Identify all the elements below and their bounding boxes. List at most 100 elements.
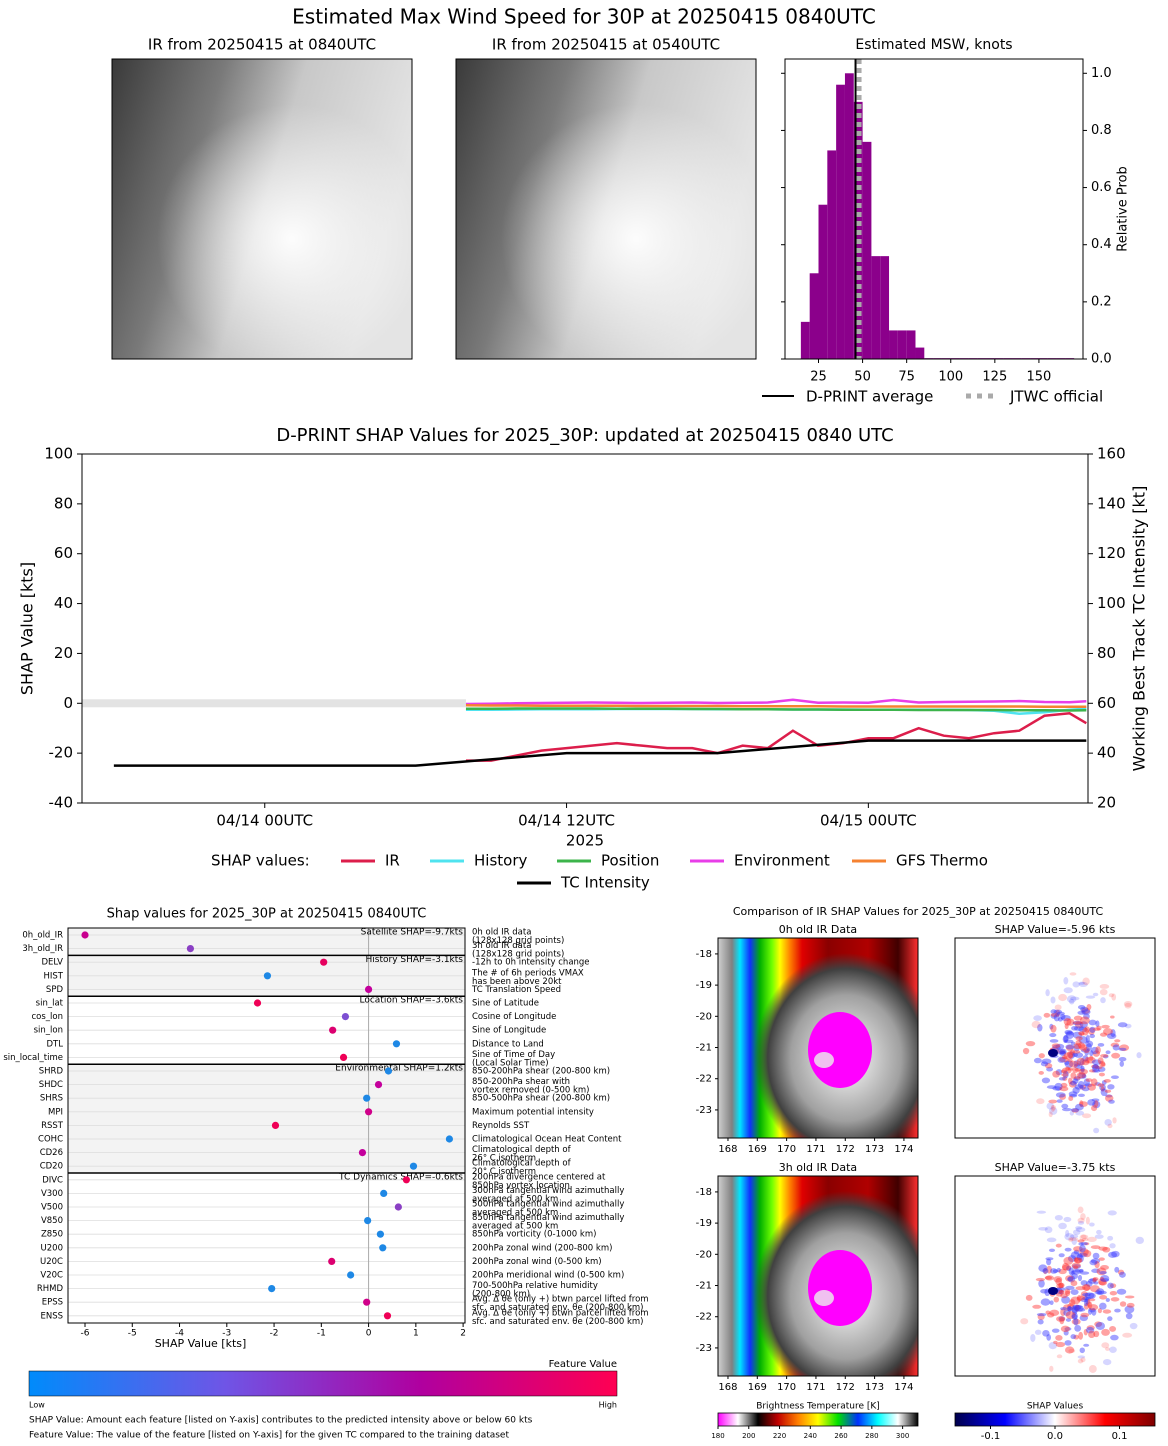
feature-name: RHMD xyxy=(37,1284,64,1294)
shap-map-blob xyxy=(1101,1328,1110,1336)
x-tick-label: 170 xyxy=(777,1382,796,1393)
shap-map-blob xyxy=(1053,1013,1060,1022)
shap-map-blob xyxy=(1065,1044,1075,1050)
shap-map-blob xyxy=(1112,1117,1117,1124)
x-tick-label: 04/15 00UTC xyxy=(820,812,917,830)
histogram-bar xyxy=(880,256,890,359)
shap-map-blob xyxy=(1098,1072,1105,1077)
shap-map-blob xyxy=(1073,1060,1082,1067)
shap-map-blob xyxy=(1070,1251,1080,1260)
shap-map-blob xyxy=(1073,1265,1079,1270)
legend-label: GFS Thermo xyxy=(896,852,988,870)
shap-map-blob xyxy=(1092,1050,1100,1057)
shap-dot xyxy=(320,958,328,966)
shap-map-blob xyxy=(1063,976,1069,985)
shap-map-blob xyxy=(1092,1252,1100,1260)
shap-map-blob xyxy=(1080,1067,1085,1073)
shap-map-blob xyxy=(1097,1308,1102,1314)
shap-map-blob xyxy=(1068,1237,1074,1242)
shap-map-blob xyxy=(1079,1271,1090,1275)
shap-dot xyxy=(379,1244,387,1252)
shap-map-blob xyxy=(1059,1086,1069,1092)
shap-map-blob xyxy=(1063,1034,1069,1043)
feature-description: (128x128 grid points) xyxy=(472,936,564,946)
shap-map-blob xyxy=(1074,1021,1084,1029)
group-label: Satellite SHAP=-9.7kts xyxy=(361,928,464,938)
shap-map-blob xyxy=(1095,1322,1105,1330)
feature-name: EPSS xyxy=(42,1298,63,1308)
shap-map-blob xyxy=(1050,996,1056,1004)
shap-map-blob xyxy=(1050,1013,1058,1019)
shap-map-blob xyxy=(1072,1031,1083,1039)
axes-frame xyxy=(717,937,919,1139)
shap-map-blob xyxy=(1102,1246,1111,1253)
shap-map-blob xyxy=(1094,1082,1101,1086)
shap-map-blob xyxy=(1055,1069,1063,1076)
shap-map-blob xyxy=(1055,1286,1066,1292)
feature-description: (200-800 km) xyxy=(472,1290,530,1300)
chart-title: D-PRINT SHAP Values for 2025_30P: update… xyxy=(276,425,893,446)
shap-dot xyxy=(329,1026,337,1034)
shap-map-blob xyxy=(1093,1281,1099,1285)
shap-map-blob xyxy=(1067,1275,1076,1283)
shap-map-blob xyxy=(1060,1069,1068,1074)
shap-map-blob xyxy=(1075,1039,1082,1046)
shap-map-blob xyxy=(1078,1026,1088,1033)
shap-map-blob xyxy=(1058,1077,1066,1081)
colorbar-title: Feature Value xyxy=(549,1359,617,1370)
shap-map-blob xyxy=(1098,1279,1108,1286)
shap-map-blob xyxy=(1066,1306,1073,1312)
shap-map-blob xyxy=(1060,1082,1068,1088)
shap-map-blob xyxy=(1070,1041,1076,1045)
shap-map-blob xyxy=(1052,1269,1059,1274)
feature-description: averaged at 500 km xyxy=(472,1194,558,1204)
shap-map-blob xyxy=(1045,989,1050,997)
shap-map-blob xyxy=(1062,1070,1069,1079)
shap-dot xyxy=(263,972,272,980)
shap-map-blob xyxy=(1055,1292,1063,1297)
shap-dot xyxy=(364,1108,373,1116)
shap-map-blob xyxy=(1065,1229,1070,1238)
shap-dot xyxy=(339,1053,348,1061)
y2-tick-label: 100 xyxy=(1097,594,1126,612)
shap-map-blob xyxy=(1089,1033,1095,1039)
x-tick-label: 280 xyxy=(865,1432,878,1440)
shap-map-blob xyxy=(1067,1276,1074,1282)
shap-map-blob xyxy=(1022,1047,1030,1055)
shap-map-blob xyxy=(1080,1242,1088,1246)
shap-dot xyxy=(363,1094,371,1102)
shap-map-blob xyxy=(1063,1304,1072,1311)
x-tick-label: 240 xyxy=(804,1432,817,1440)
shap-map-blob xyxy=(1032,1304,1042,1309)
shap-map-blob xyxy=(1107,1282,1114,1289)
x-tick-label: -2 xyxy=(270,1329,279,1339)
shap-map-blob xyxy=(1101,1062,1106,1067)
shap-map-blob xyxy=(1084,1049,1090,1056)
shap-map-blob xyxy=(1077,1217,1085,1223)
x-tick-label: 1 xyxy=(413,1329,419,1339)
y-tick-label: 40 xyxy=(54,594,73,612)
feature-description: 500hPa tangential wind azimuthally xyxy=(472,1200,624,1210)
shap-map-blob xyxy=(1097,1066,1106,1072)
y-tick-label: -23 xyxy=(696,1343,712,1354)
y2-tick-label: 40 xyxy=(1097,744,1116,762)
shap-map-blob xyxy=(1055,1243,1062,1248)
shap-map-blob xyxy=(1069,998,1075,1005)
x-tick-label: 260 xyxy=(834,1432,847,1440)
legend-label: TC Intensity xyxy=(560,874,650,892)
shap-map-blob xyxy=(1089,1308,1096,1313)
shap-map-blob xyxy=(1086,1056,1096,1064)
ir-core xyxy=(808,1012,872,1088)
feature-description: Cosine of Longitude xyxy=(472,1012,556,1022)
feature-description: 850-200hPa shear with xyxy=(472,1077,570,1087)
shap-map-blob xyxy=(1073,1015,1083,1021)
shap-map-blob xyxy=(1051,1328,1060,1333)
shap-map-blob xyxy=(1058,1222,1067,1230)
shap-map-blob xyxy=(1110,1297,1120,1302)
shap-map-blob xyxy=(1068,1091,1078,1097)
shap-map-blob xyxy=(1077,1080,1085,1089)
shap-map-blob xyxy=(1119,1271,1126,1278)
feature-description: The # of 6h periods VMAX xyxy=(471,968,584,978)
feature-description: 850-200hPa shear (200-800 km) xyxy=(472,1067,610,1077)
shap-map-blob xyxy=(1089,1069,1096,1073)
